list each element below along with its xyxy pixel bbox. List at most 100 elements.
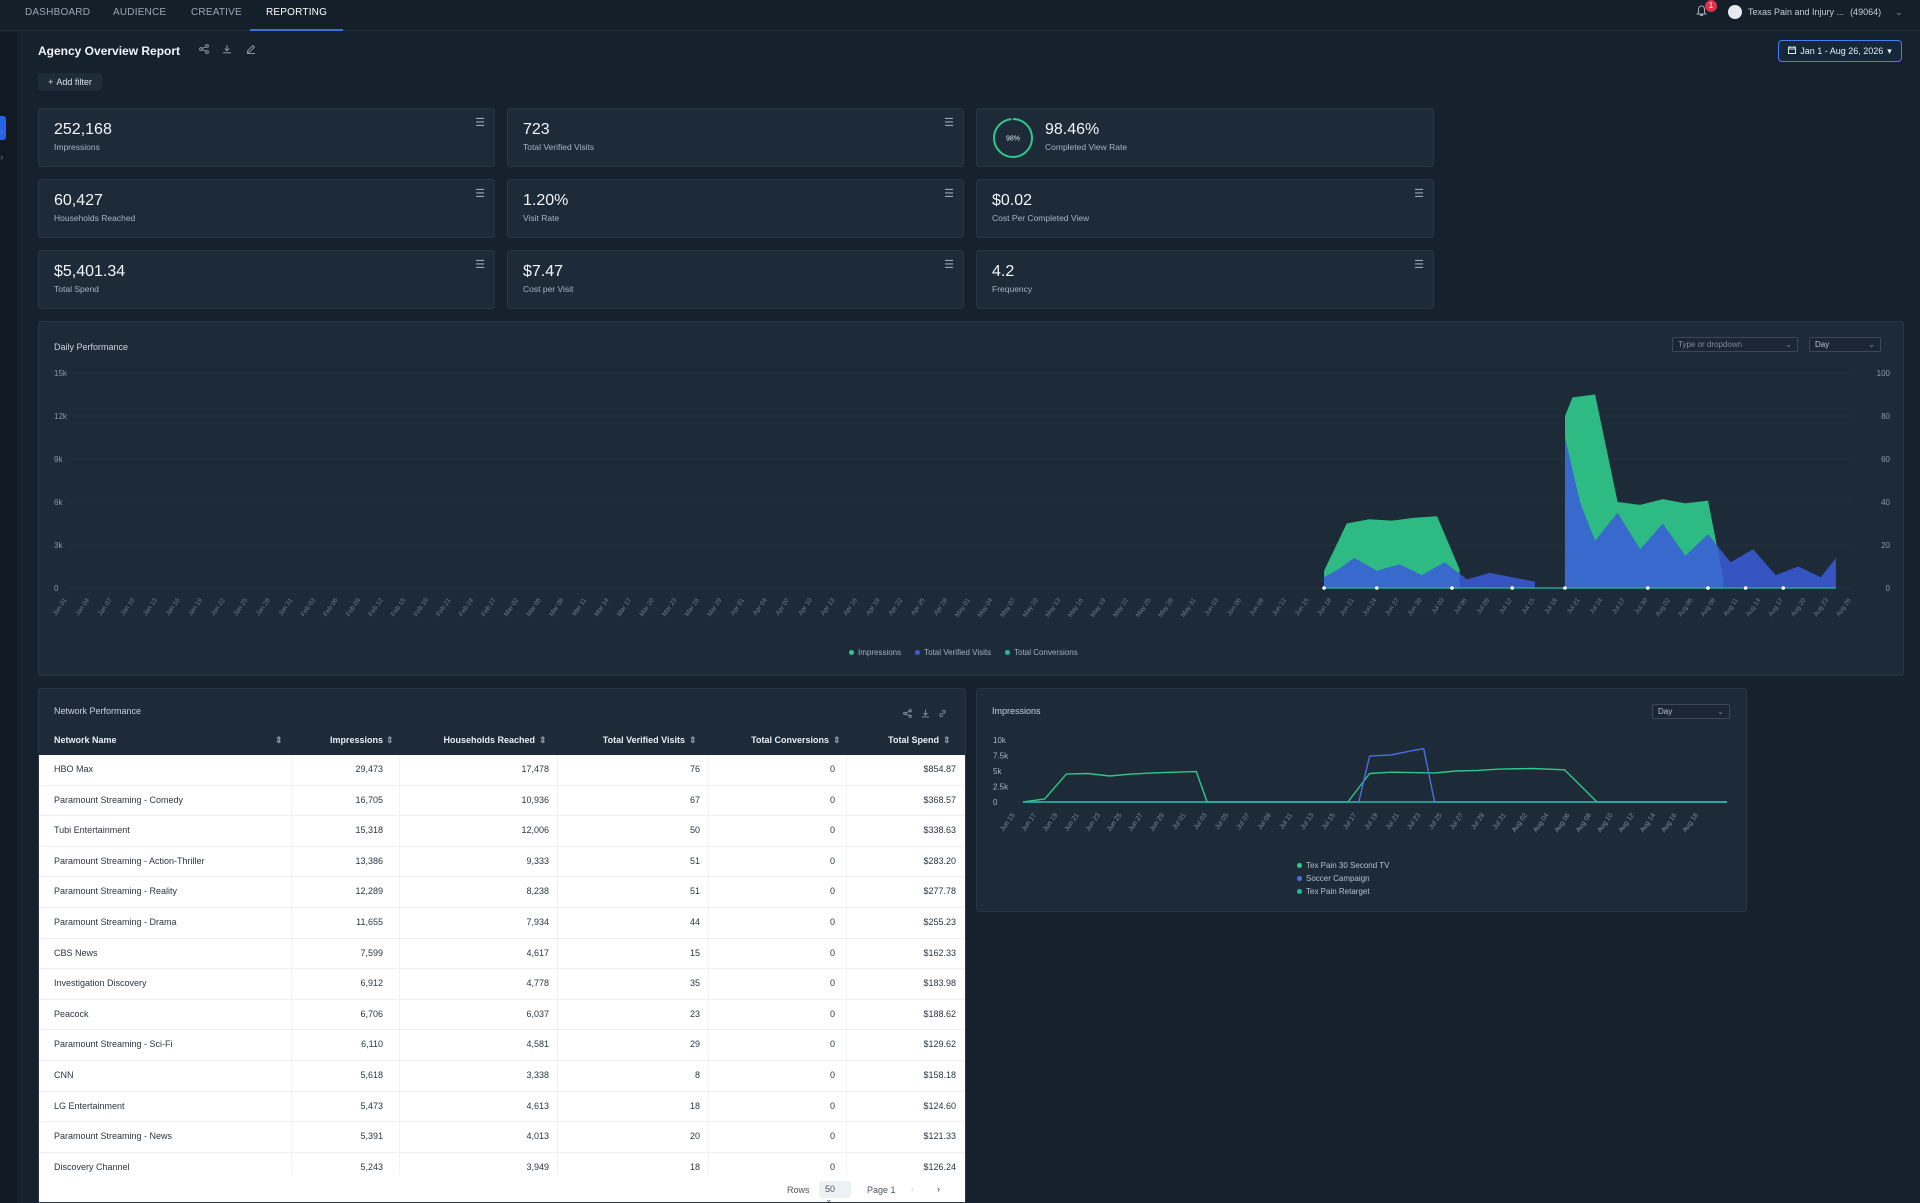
cell-conversions: 0 bbox=[829, 855, 835, 866]
account-name: Texas Pain and Injury ... bbox=[1748, 7, 1845, 17]
sort-icon[interactable]: ⇕ bbox=[689, 735, 697, 745]
chevron-left-icon[interactable]: ‹ bbox=[911, 1184, 914, 1194]
x-tick-label: Aug 23 bbox=[1813, 597, 1831, 618]
x-tick-label: Feb 21 bbox=[435, 597, 453, 618]
chevron-down-icon: ⌄ bbox=[1717, 707, 1724, 716]
metric-dropdown[interactable]: Type or dropdown ⌄ bbox=[1672, 337, 1798, 352]
menu-icon[interactable]: ☰ bbox=[475, 188, 485, 200]
rail-active-indicator[interactable] bbox=[0, 116, 6, 140]
x-tick-label: May 01 bbox=[954, 597, 972, 619]
rows-per-page-select[interactable]: 50 ⌄ bbox=[819, 1181, 851, 1202]
x-tick-label: Jul 21 bbox=[1566, 597, 1582, 616]
granularity-dropdown[interactable]: Day ⌄ bbox=[1809, 337, 1881, 352]
download-icon[interactable] bbox=[921, 705, 930, 723]
granularity-dropdown[interactable]: Day ⌄ bbox=[1652, 704, 1730, 719]
cell-households: 4,613 bbox=[526, 1100, 549, 1111]
date-range-button[interactable]: Jan 1 - Aug 26, 2026 ▾ bbox=[1778, 40, 1902, 62]
legend-label: Total Verified Visits bbox=[924, 648, 992, 657]
rows-per-page-value: 50 bbox=[825, 1184, 836, 1194]
cell-network: Paramount Streaming - Drama bbox=[54, 917, 177, 927]
sort-icon[interactable]: ⇕ bbox=[943, 735, 951, 745]
column-header-visits[interactable]: Total Verified Visits bbox=[602, 735, 685, 745]
x-tick-label: Jul 29 bbox=[1470, 812, 1486, 831]
y-tick-label: 0 bbox=[54, 584, 59, 593]
table-row[interactable]: Paramount Streaming - News 5,391 4,013 20 0 $… bbox=[39, 1122, 965, 1153]
sort-icon[interactable]: ⇕ bbox=[386, 735, 394, 745]
x-tick-label: Mar 26 bbox=[684, 597, 702, 618]
x-tick-label: Apr 25 bbox=[910, 597, 927, 617]
table-row[interactable]: Paramount Streaming - Sci-Fi 6,110 4,581 29… bbox=[39, 1030, 965, 1061]
tab-reporting[interactable]: REPORTING bbox=[250, 0, 344, 31]
chevron-right-icon[interactable]: › bbox=[0, 152, 4, 163]
menu-icon[interactable]: ☰ bbox=[1414, 259, 1424, 271]
tab-dashboard[interactable]: DASHBOARD bbox=[25, 7, 91, 18]
x-tick-label: Jan 01 bbox=[52, 597, 69, 617]
chevron-right-icon[interactable]: › bbox=[937, 1184, 940, 1194]
chevron-right-icon[interactable]: › bbox=[0, 126, 4, 137]
bell-icon[interactable] bbox=[1696, 5, 1710, 19]
edit-icon[interactable] bbox=[246, 44, 256, 57]
add-filter-button[interactable]: + Add filter bbox=[38, 73, 102, 91]
table-row[interactable]: Investigation Discovery 6,912 4,778 35 0 $183… bbox=[39, 969, 965, 1000]
menu-icon[interactable]: ☰ bbox=[944, 117, 954, 129]
daily-performance-panel: Daily Performance Type or dropdown ⌄ Day… bbox=[38, 321, 1904, 676]
column-header-impressions[interactable]: Impressions bbox=[329, 735, 383, 745]
column-header-network[interactable]: Network Name bbox=[54, 735, 117, 745]
x-tick-label: Mar 11 bbox=[571, 597, 588, 618]
column-header-households[interactable]: Households Reached bbox=[443, 735, 535, 745]
x-tick-label: Apr 22 bbox=[887, 597, 904, 617]
table-row[interactable]: HBO Max 29,473 17,478 76 0 $854.87 bbox=[39, 755, 965, 786]
table-row[interactable]: Discovery Channel 5,243 3,949 18 0 $126.24 bbox=[39, 1153, 965, 1175]
x-tick-label: Jan 22 bbox=[210, 597, 227, 617]
x-tick-label: Feb 12 bbox=[367, 597, 385, 618]
share-icon[interactable] bbox=[903, 705, 912, 723]
table-row[interactable]: CBS News 7,599 4,617 15 0 $162.33 bbox=[39, 939, 965, 970]
sort-icon[interactable]: ⇕ bbox=[539, 735, 547, 745]
table-row[interactable]: Paramount Streaming - Comedy 16,705 10,936… bbox=[39, 786, 965, 817]
cell-households: 3,949 bbox=[526, 1161, 549, 1172]
cell-conversions: 0 bbox=[829, 1161, 835, 1172]
x-tick-label: Jan 10 bbox=[119, 597, 136, 617]
tab-audience[interactable]: AUDIENCE bbox=[113, 7, 167, 18]
cell-households: 17,478 bbox=[521, 764, 549, 774]
share-icon[interactable] bbox=[199, 44, 209, 57]
sort-icon[interactable]: ⇕ bbox=[275, 735, 283, 745]
cell-network: CNN bbox=[54, 1070, 74, 1080]
y-tick-label: 80 bbox=[1881, 412, 1890, 421]
column-header-spend[interactable]: Total Spend bbox=[888, 735, 939, 745]
cell-households: 12,006 bbox=[521, 825, 549, 836]
menu-icon[interactable]: ☰ bbox=[944, 259, 954, 271]
menu-icon[interactable]: ☰ bbox=[475, 259, 485, 271]
cell-visits: 76 bbox=[689, 764, 700, 774]
sort-icon[interactable]: ⇕ bbox=[833, 735, 841, 745]
panel-title: Daily Performance bbox=[54, 342, 129, 352]
x-tick-label: Aug 05 bbox=[1677, 597, 1695, 618]
x-tick-label: Aug 08 bbox=[1575, 812, 1593, 834]
account-switcher[interactable]: Texas Pain and Injury ... (49064) ⌄ bbox=[1728, 4, 1903, 20]
table-row[interactable]: LG Entertainment 5,473 4,613 18 0 $124.60 bbox=[39, 1092, 965, 1123]
cell-spend: $368.57 bbox=[923, 794, 956, 805]
page-title: Agency Overview Report bbox=[38, 44, 181, 58]
table-row[interactable]: CNN 5,618 3,338 8 0 $158.18 bbox=[39, 1061, 965, 1092]
cell-conversions: 0 bbox=[829, 1070, 835, 1080]
download-icon[interactable] bbox=[222, 44, 232, 57]
menu-icon[interactable]: ☰ bbox=[1414, 188, 1424, 200]
column-header-conversions[interactable]: Total Conversions bbox=[751, 735, 829, 745]
conversion-point bbox=[1706, 586, 1710, 590]
table-row[interactable]: Tubi Entertainment 15,318 12,006 50 0 $338.63 bbox=[39, 816, 965, 847]
tab-creative[interactable]: CREATIVE bbox=[191, 7, 242, 18]
table-row[interactable]: Paramount Streaming - Reality 12,289 8,238… bbox=[39, 877, 965, 908]
x-tick-label: Jul 09 bbox=[1257, 812, 1273, 831]
x-tick-label: Feb 18 bbox=[413, 597, 431, 618]
x-tick-label: May 07 bbox=[999, 597, 1017, 619]
y-tick-label: 10k bbox=[993, 736, 1007, 745]
link-icon[interactable] bbox=[938, 705, 947, 723]
kpi-card-verified-visits: 723 Total Verified Visits ☰ bbox=[507, 108, 964, 167]
menu-icon[interactable]: ☰ bbox=[475, 117, 485, 129]
table-row[interactable]: Paramount Streaming - Action-Thriller 13,… bbox=[39, 847, 965, 878]
table-row[interactable]: Paramount Streaming - Drama 11,655 7,934 44… bbox=[39, 908, 965, 939]
kpi-value: 4.2 bbox=[992, 263, 1015, 280]
cell-households: 4,778 bbox=[526, 978, 549, 989]
menu-icon[interactable]: ☰ bbox=[944, 188, 954, 200]
table-row[interactable]: Peacock 6,706 6,037 23 0 $188.62 bbox=[39, 1000, 965, 1031]
